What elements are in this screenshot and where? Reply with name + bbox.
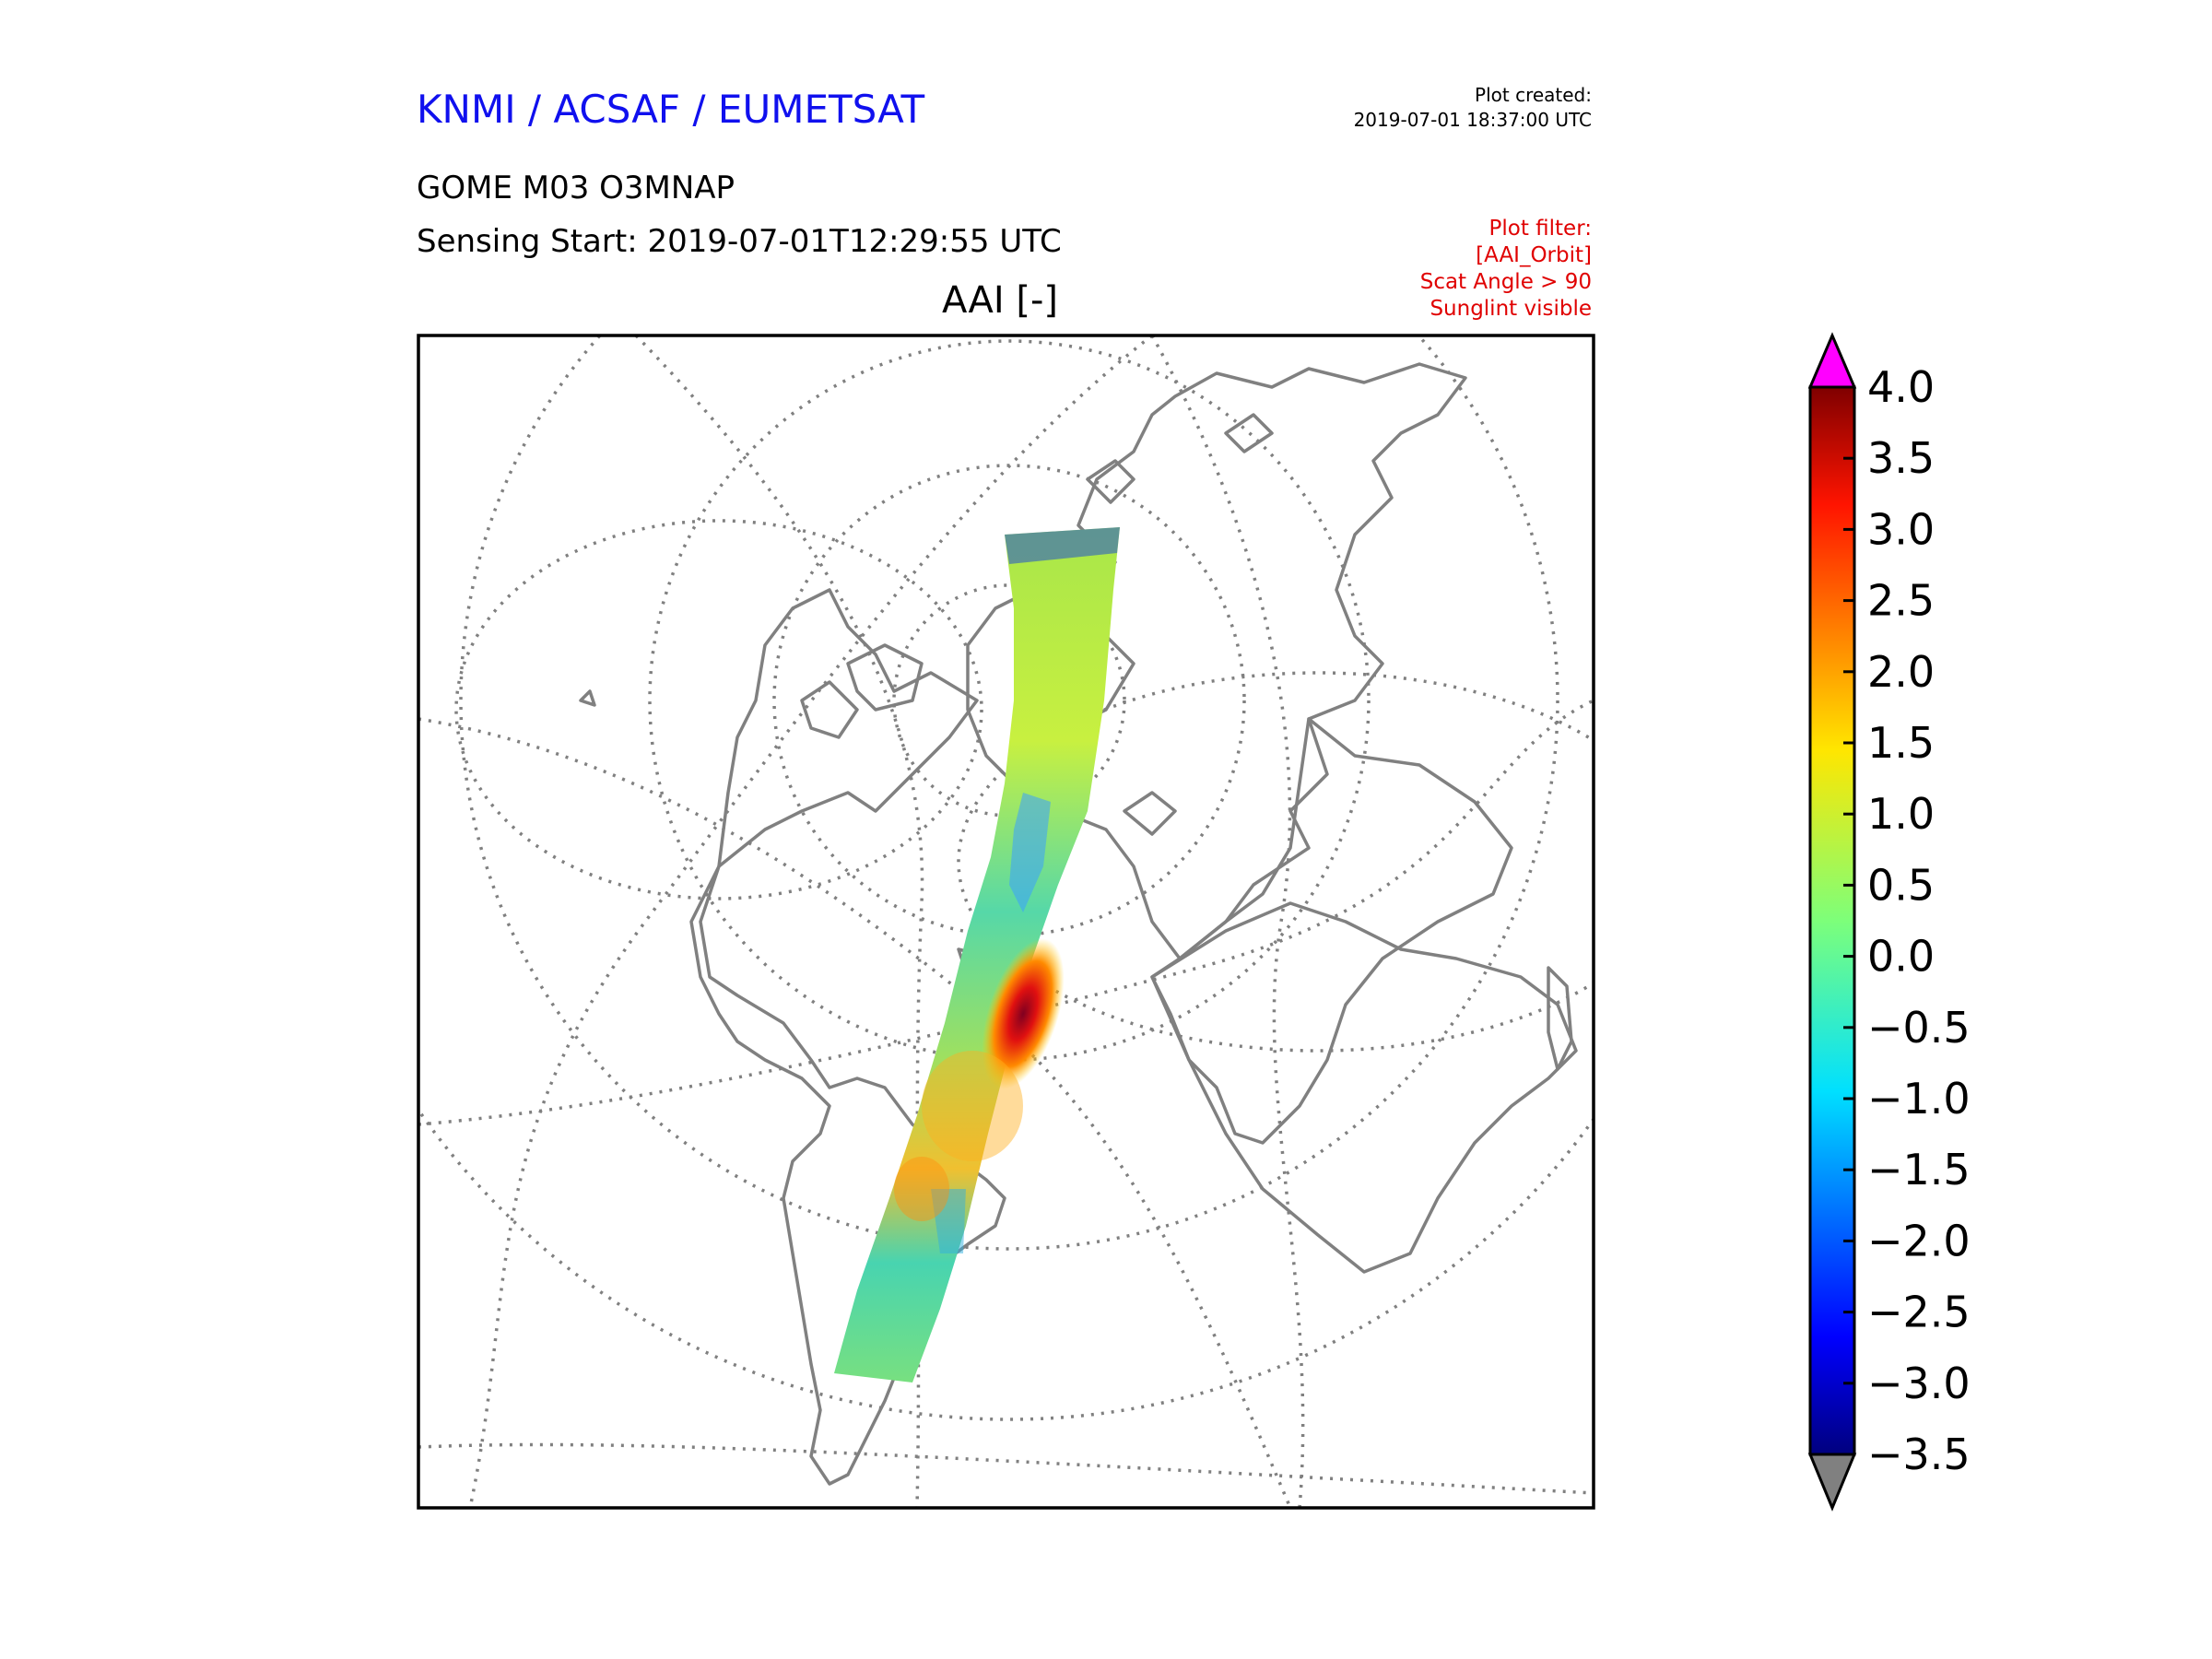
filter-line: Plot filter: [1488, 217, 1592, 241]
latitude-circle [648, 339, 1371, 1062]
meridian-line [1150, 335, 1305, 1508]
map-title: AAI [-] [942, 279, 1058, 322]
colorbar-under-triangle [1807, 1453, 1857, 1512]
plot-filter: Plot filter: [AAI_Orbit] Scat Angle > 90… [1420, 216, 1592, 323]
colorbar-over-triangle [1807, 332, 1857, 389]
swath-low-aai-region [1009, 793, 1051, 912]
meridian-line [468, 335, 1154, 1508]
colorbar-tick-label: 3.5 [1867, 433, 1935, 483]
swath-high-aai-region [894, 1157, 949, 1221]
africa-coast [1150, 901, 1578, 1274]
product-name: GOME M03 O3MNAP [417, 170, 735, 206]
colorbar-tick-label: 1.5 [1867, 718, 1935, 768]
arctic-island-coast [800, 680, 859, 739]
plot-created-label: Plot created: [1475, 84, 1592, 106]
orbit-swath [834, 527, 1120, 1382]
colorbar-tick-label: 0.0 [1867, 932, 1935, 982]
colorbar-tick-label: −2.0 [1867, 1216, 1971, 1265]
filter-line: Sunglint visible [1430, 297, 1592, 321]
colorbar-tick-label: −3.5 [1867, 1430, 1971, 1479]
meridian-line [418, 1442, 1594, 1495]
organization-title: KNMI / ACSAF / EUMETSAT [417, 87, 925, 132]
colorbar-tick-label: 2.0 [1867, 647, 1935, 697]
swath-high-aai-region [922, 1051, 1023, 1161]
colorbar-tick-label: −1.5 [1867, 1145, 1971, 1194]
colorbar-ticks: 4.0 3.5 3.0 2.5 2.0 1.5 1.0 0.5 0.0 −0.5 −1.0 −1.5 −… [1843, 362, 1971, 1479]
swath-low-aai-region [931, 1189, 966, 1253]
plot-created-info: Plot created: 2019-07-01 18:37:00 UTC [1354, 83, 1592, 133]
plot-created-time: 2019-07-01 18:37:00 UTC [1353, 109, 1592, 131]
meridian-line [418, 699, 1594, 1126]
sensing-start: Sensing Start: 2019-07-01T12:29:55 UTC [417, 223, 1062, 260]
latitude-circle [459, 335, 1559, 1251]
island-coast [579, 689, 596, 707]
colorbar-tick-label: 3.0 [1867, 504, 1935, 554]
filter-line: Scat Angle > 90 [1419, 270, 1592, 294]
colorbar-tick-label: 0.5 [1867, 860, 1935, 910]
arctic-island-coast [1086, 459, 1135, 504]
americas-coast [689, 865, 1006, 1486]
britain-coast [1123, 791, 1177, 836]
colorbar-tick-label: −1.0 [1867, 1074, 1971, 1124]
colorbar-tick-label: −3.0 [1867, 1359, 1971, 1408]
meridian-ellipse [454, 519, 983, 900]
latitude-circle [892, 583, 1126, 818]
map-frame [417, 334, 1595, 1510]
arabia-east-africa-coast [1150, 717, 1513, 1145]
north-america-east-coast [717, 588, 979, 868]
aai-plume [982, 938, 1065, 1089]
colorbar-tick-label: 4.0 [1867, 362, 1935, 412]
colorbar-tick-label: 2.5 [1867, 576, 1935, 626]
map-content [418, 335, 1594, 1508]
colorbar-tick-label: −2.5 [1867, 1288, 1971, 1337]
colorbar-gradient [1808, 385, 1856, 1456]
colorbar-tick-label: 1.0 [1867, 789, 1935, 839]
swath-low-aai-region [1005, 527, 1120, 564]
colorbar: 4.0 3.5 3.0 2.5 2.0 1.5 1.0 0.5 0.0 −0.5 −1.0 −1.5 −… [1807, 332, 1971, 1512]
colorbar-tick-label: −0.5 [1867, 1003, 1971, 1053]
madagascar-coast [1547, 966, 1573, 1071]
arctic-island-coast [846, 643, 924, 712]
arctic-island-coast [1224, 413, 1274, 453]
graticule [418, 335, 1594, 1508]
filter-line: [AAI_Orbit] [1476, 243, 1592, 267]
